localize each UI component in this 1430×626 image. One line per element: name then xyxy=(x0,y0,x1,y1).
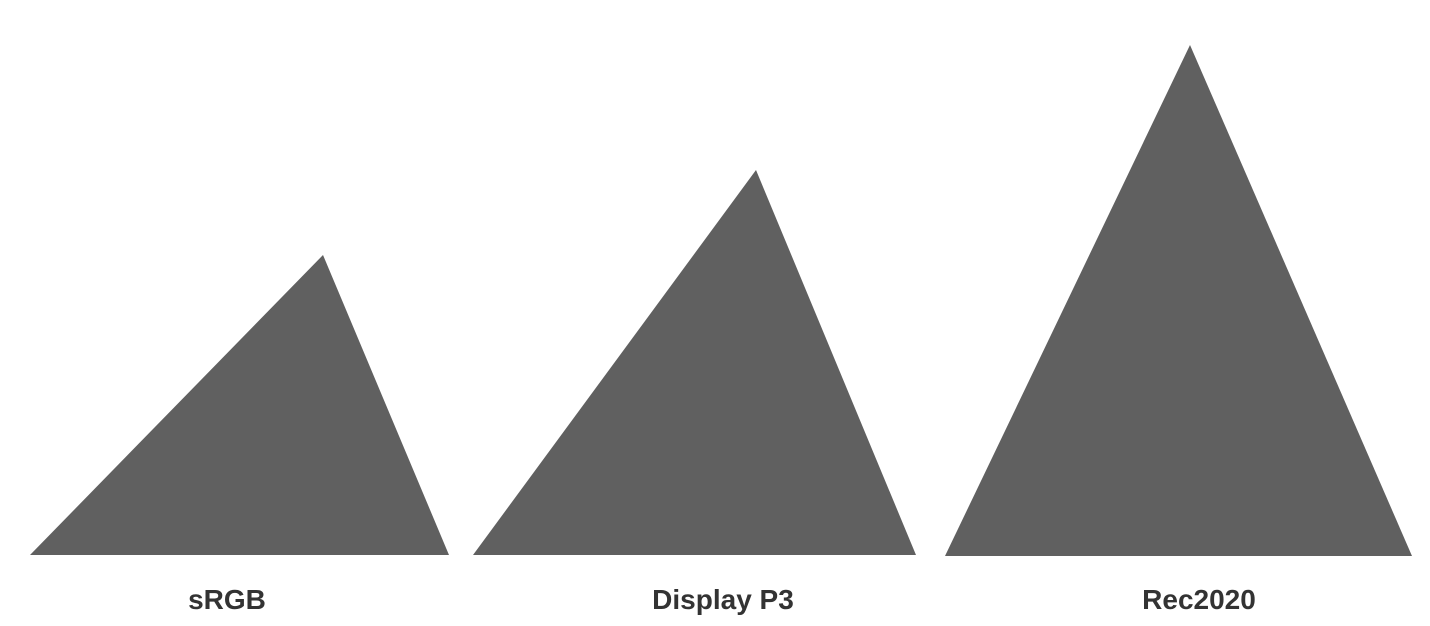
display-p3-gamut-triangle xyxy=(473,170,916,555)
srgb-gamut-triangle xyxy=(30,255,449,555)
srgb-label: sRGB xyxy=(188,584,266,615)
display-p3-label: Display P3 xyxy=(652,584,794,615)
rec2020-gamut-triangle xyxy=(945,45,1412,556)
rec2020-label: Rec2020 xyxy=(1142,584,1256,615)
